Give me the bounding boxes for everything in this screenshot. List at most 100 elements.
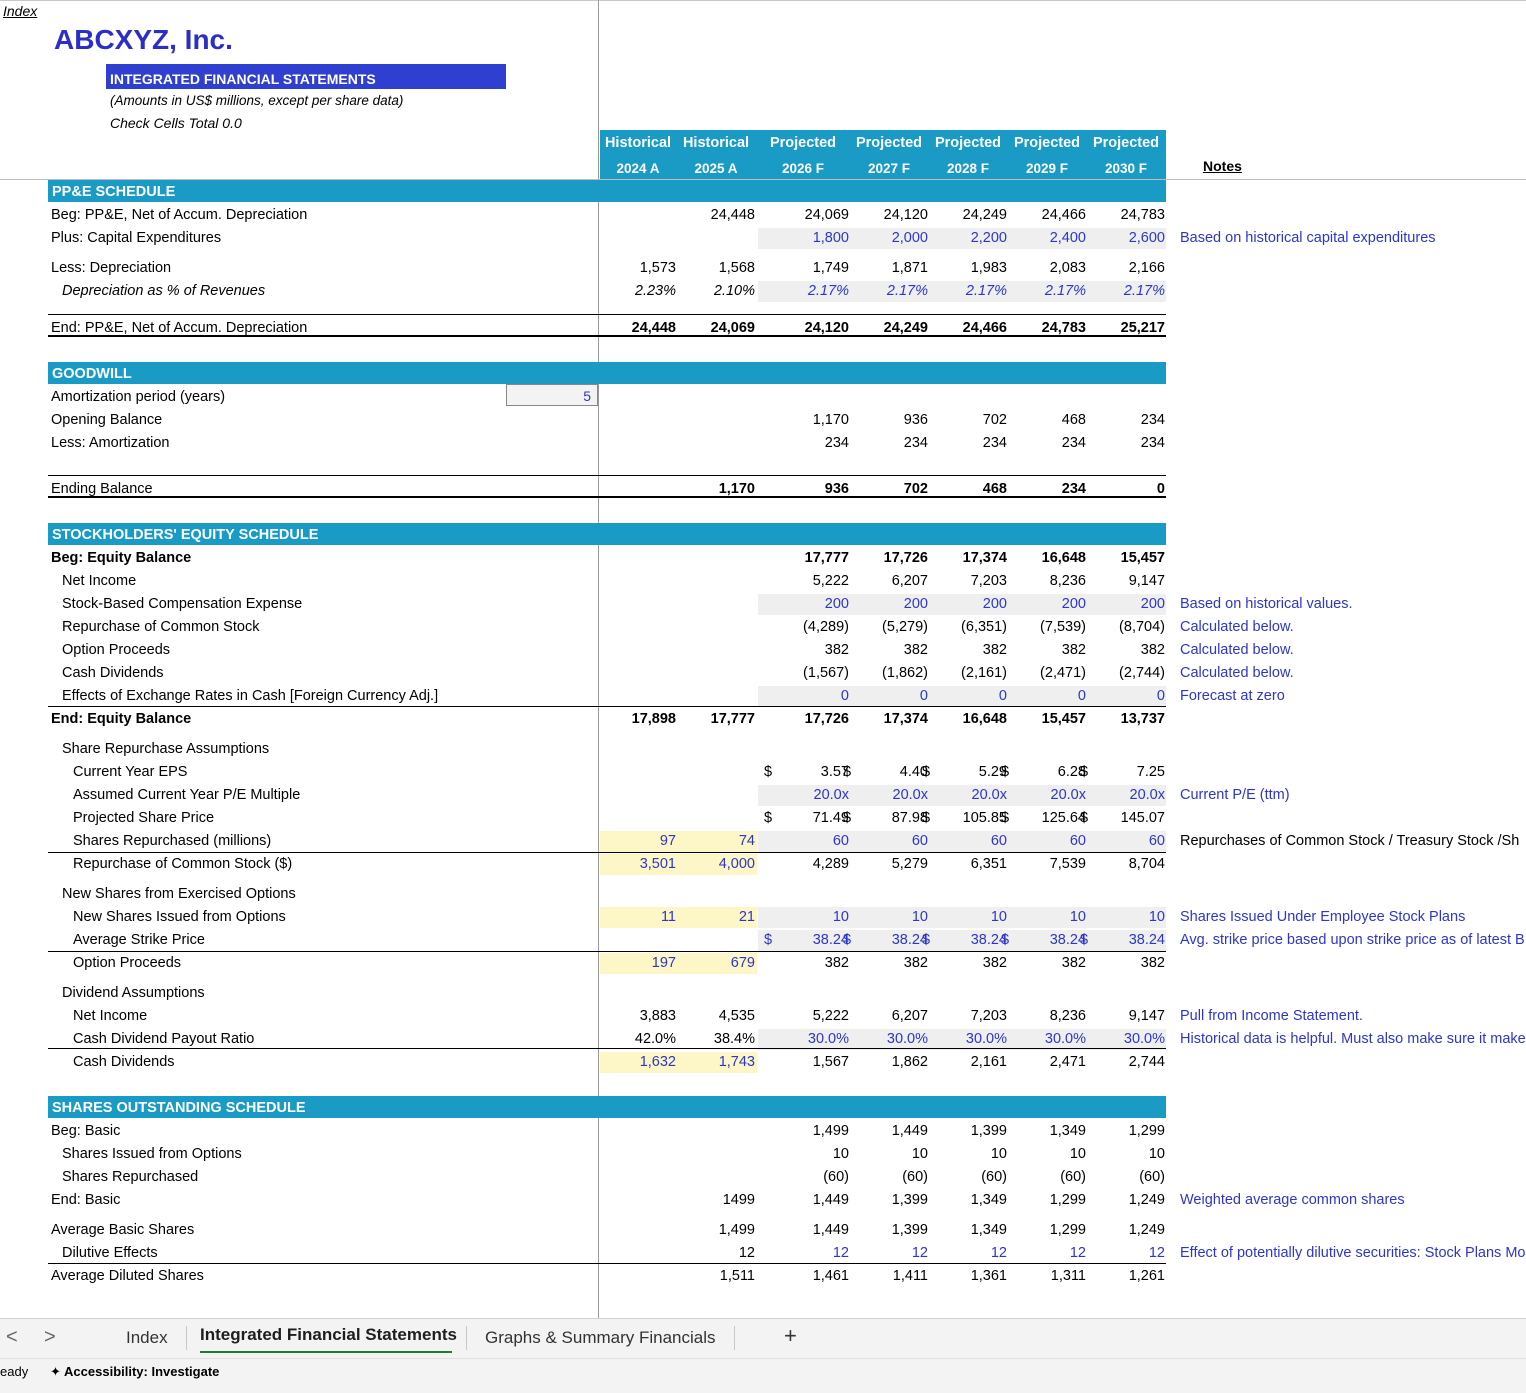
cell-value[interactable]: (1,862) [882, 665, 928, 681]
cell-value[interactable]: 11 [660, 909, 676, 925]
cell-value[interactable]: 24,249 [962, 207, 1007, 223]
cell-value[interactable]: 1,461 [812, 1268, 849, 1284]
cell-value[interactable]: 382 [903, 642, 928, 658]
cell-value[interactable]: 5,222 [812, 1008, 849, 1024]
cell-value[interactable]: 1,361 [970, 1268, 1007, 1284]
cell-value[interactable]: 1,573 [639, 260, 676, 276]
cell-value[interactable]: 1,800 [812, 230, 849, 246]
cell-value[interactable]: 12 [1069, 1245, 1086, 1261]
cell-value[interactable]: 10 [832, 1146, 849, 1162]
cell-value[interactable]: 3,883 [639, 1008, 676, 1024]
cell-value[interactable]: 2.23% [634, 283, 676, 299]
cell-value[interactable]: 24,069 [804, 207, 849, 223]
cell-value[interactable]: (1,567) [803, 665, 849, 681]
cell-value[interactable]: 234 [1061, 435, 1086, 451]
cell-value[interactable]: 105.85 [962, 810, 1007, 826]
cell-value[interactable]: 234 [903, 435, 928, 451]
cell-value[interactable]: 20.0x [892, 787, 928, 803]
cell-value[interactable]: 1,249 [1128, 1222, 1165, 1238]
cell-value[interactable]: 382 [1140, 642, 1165, 658]
cell-value[interactable]: 2.17% [1044, 283, 1086, 299]
cell-value[interactable]: 6,207 [891, 573, 928, 589]
cell-value[interactable]: 17,374 [962, 550, 1007, 566]
cell-value[interactable]: 200 [824, 596, 849, 612]
cell-value[interactable]: 38.24 [1128, 932, 1165, 948]
cell-value[interactable]: 702 [982, 412, 1007, 428]
cell-value[interactable]: 2,083 [1049, 260, 1086, 276]
cell-value[interactable]: 382 [1061, 642, 1086, 658]
cell-value[interactable]: 12 [911, 1245, 928, 1261]
cell-value[interactable]: 24,466 [1041, 207, 1086, 223]
prev-sheet-icon[interactable]: < [6, 1326, 18, 1348]
cell-value[interactable]: 1,568 [718, 260, 755, 276]
cell-value[interactable]: 200 [982, 596, 1007, 612]
cell-value[interactable]: 2.17% [807, 283, 849, 299]
cell-value[interactable]: 0 [1156, 688, 1165, 704]
cell-value[interactable]: 24,448 [710, 207, 755, 223]
cell-value[interactable]: 3,501 [639, 856, 676, 872]
cell-value[interactable]: 382 [982, 955, 1007, 971]
cell-value[interactable]: 30.0% [886, 1031, 928, 1047]
cell-value[interactable]: 38.24 [970, 932, 1007, 948]
cell-value[interactable]: 382 [1140, 955, 1165, 971]
cell-value[interactable]: 8,236 [1049, 1008, 1086, 1024]
cell-value[interactable]: 20.0x [813, 787, 849, 803]
cell-value[interactable]: 1499 [722, 1192, 755, 1208]
cell-value[interactable]: 4,000 [718, 856, 755, 872]
cell-value[interactable]: 24,249 [883, 320, 928, 336]
cell-value[interactable]: 5.29 [978, 764, 1007, 780]
cell-value[interactable]: 17,777 [804, 550, 849, 566]
cell-value[interactable]: 382 [1061, 955, 1086, 971]
cell-value[interactable]: 1,862 [891, 1054, 928, 1070]
cell-value[interactable]: 2,000 [891, 230, 928, 246]
cell-value[interactable]: 1,399 [891, 1192, 928, 1208]
accessibility-status[interactable]: ✦ Accessibility: Investigate [50, 1364, 219, 1380]
cell-value[interactable]: 1,170 [718, 481, 755, 497]
tab-integrated-financial-statements[interactable]: Integrated Financial Statements [200, 1325, 457, 1344]
cell-value[interactable]: 679 [730, 955, 755, 971]
cell-value[interactable]: 25,217 [1120, 320, 1165, 336]
cell-value[interactable]: 2,161 [970, 1054, 1007, 1070]
cell-value[interactable]: 60 [1069, 833, 1086, 849]
cell-value[interactable]: 17,726 [804, 711, 849, 727]
cell-value[interactable]: (2,744) [1119, 665, 1165, 681]
cell-value[interactable]: 0 [919, 688, 928, 704]
cell-value[interactable]: 24,783 [1120, 207, 1165, 223]
cell-value[interactable]: 2,471 [1049, 1054, 1086, 1070]
cell-value[interactable]: 200 [903, 596, 928, 612]
cell-value[interactable]: 1,743 [718, 1054, 755, 1070]
cell-value[interactable]: 17,374 [883, 711, 928, 727]
cell-value[interactable]: 16,648 [1041, 550, 1086, 566]
cell-value[interactable]: 5,279 [891, 856, 928, 872]
cell-value[interactable]: 1,449 [891, 1123, 928, 1139]
cell-value[interactable]: 38.4% [713, 1031, 755, 1047]
cell-value[interactable]: (60) [823, 1169, 849, 1185]
cell-value[interactable]: 145.07 [1120, 810, 1165, 826]
cell-value[interactable]: 234 [1061, 481, 1086, 497]
cell-value[interactable]: 197 [651, 955, 676, 971]
cell-value[interactable]: 10 [1069, 909, 1086, 925]
cell-value[interactable]: (60) [1060, 1169, 1086, 1185]
cell-value[interactable]: (60) [981, 1169, 1007, 1185]
cell-value[interactable]: 38.24 [891, 932, 928, 948]
cell-value[interactable]: 1,511 [719, 1268, 755, 1284]
cell-value[interactable]: 2.17% [965, 283, 1007, 299]
cell-value[interactable]: 1,499 [718, 1222, 755, 1238]
cell-value[interactable]: 15,457 [1041, 711, 1086, 727]
cell-value[interactable]: 1,399 [970, 1123, 1007, 1139]
cell-value[interactable]: 12 [738, 1245, 755, 1261]
cell-value[interactable]: 10 [1148, 1146, 1165, 1162]
add-sheet-button[interactable]: + [784, 1323, 797, 1348]
cell-value[interactable]: 2.10% [713, 283, 755, 299]
cell-value[interactable]: 10 [990, 1146, 1007, 1162]
cell-value[interactable]: 1,983 [970, 260, 1007, 276]
cell-value[interactable]: (4,289) [803, 619, 849, 635]
tab-graphs-summary[interactable]: Graphs & Summary Financials [485, 1328, 716, 1347]
cell-value[interactable]: 20.0x [1050, 787, 1086, 803]
cell-value[interactable]: 7,539 [1049, 856, 1086, 872]
cell-value[interactable]: 1,299 [1049, 1192, 1086, 1208]
cell-value[interactable]: 12 [1148, 1245, 1165, 1261]
cell-value[interactable]: 1,299 [1049, 1222, 1086, 1238]
cell-value[interactable]: 234 [824, 435, 849, 451]
cell-value[interactable]: 12 [832, 1245, 849, 1261]
